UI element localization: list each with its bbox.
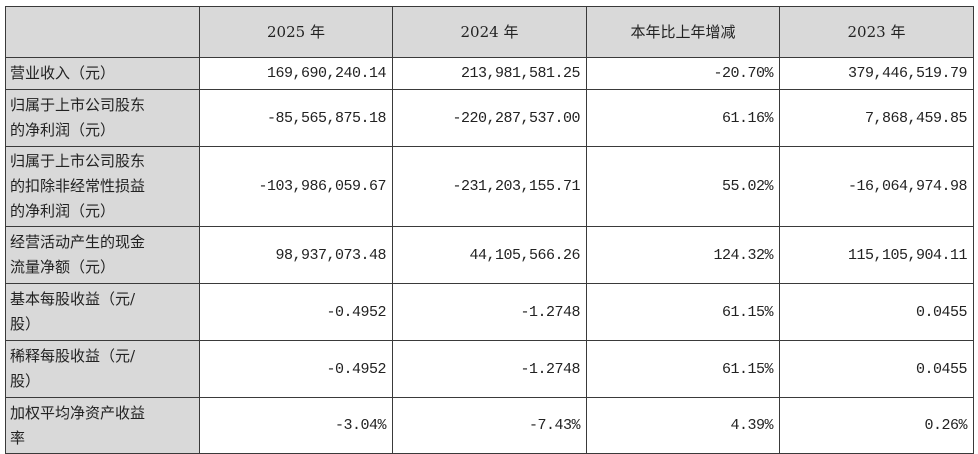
- row-label: 归属于上市公司股东 的扣除非经常性损益 的净利润（元）: [5, 146, 200, 227]
- header-2024: 2024 年: [392, 6, 587, 58]
- financial-summary-table: 2025 年 2024 年 本年比上年增减 2023 年 营业收入（元） 169,…: [5, 6, 974, 454]
- value-2023: 115,105,904.11: [779, 226, 974, 284]
- value-2023: 0.0455: [779, 283, 974, 341]
- table-row: 经营活动产生的现金 流量净额（元） 98,937,073.48 44,105,566…: [5, 226, 974, 284]
- value-2025: -3.04%: [199, 397, 393, 454]
- value-2024: -231,203,155.71: [392, 146, 587, 227]
- table-row: 归属于上市公司股东 的净利润（元） -85,565,875.18 -220,287,…: [5, 89, 974, 147]
- row-label: 基本每股收益（元/ 股）: [5, 283, 200, 341]
- value-yoy-change: 55.02%: [586, 146, 780, 227]
- value-2023: 7,868,459.85: [779, 89, 974, 147]
- table-row: 基本每股收益（元/ 股） -0.4952 -1.2748 61.15% 0.0455: [5, 283, 974, 341]
- table-row: 营业收入（元） 169,690,240.14 213,981,581.25 -20.7…: [5, 57, 974, 90]
- value-2024: -1.2748: [392, 340, 587, 398]
- value-2023: 379,446,519.79: [779, 57, 974, 90]
- value-2025: -0.4952: [199, 283, 393, 341]
- table-row: 归属于上市公司股东 的扣除非经常性损益 的净利润（元） -103,986,059.…: [5, 146, 974, 227]
- header-2025: 2025 年: [199, 6, 393, 58]
- value-yoy-change: 124.32%: [586, 226, 780, 284]
- header-2023: 2023 年: [779, 6, 974, 58]
- value-yoy-change: 61.15%: [586, 283, 780, 341]
- value-2024: -1.2748: [392, 283, 587, 341]
- value-2023: 0.26%: [779, 397, 974, 454]
- table-row: 稀释每股收益（元/ 股） -0.4952 -1.2748 61.15% 0.0455: [5, 340, 974, 398]
- header-corner: [5, 6, 200, 58]
- value-2025: 169,690,240.14: [199, 57, 393, 90]
- value-2024: -220,287,537.00: [392, 89, 587, 147]
- row-label: 归属于上市公司股东 的净利润（元）: [5, 89, 200, 147]
- row-label: 稀释每股收益（元/ 股）: [5, 340, 200, 398]
- value-2024: 44,105,566.26: [392, 226, 587, 284]
- value-2024: 213,981,581.25: [392, 57, 587, 90]
- row-label: 经营活动产生的现金 流量净额（元）: [5, 226, 200, 284]
- header-yoy-change: 本年比上年增减: [586, 6, 780, 58]
- value-2025: -103,986,059.67: [199, 146, 393, 227]
- value-yoy-change: 4.39%: [586, 397, 780, 454]
- value-2023: 0.0455: [779, 340, 974, 398]
- value-2024: -7.43%: [392, 397, 587, 454]
- value-2023: -16,064,974.98: [779, 146, 974, 227]
- value-yoy-change: -20.70%: [586, 57, 780, 90]
- value-2025: 98,937,073.48: [199, 226, 393, 284]
- row-label: 营业收入（元）: [5, 57, 200, 90]
- row-label: 加权平均净资产收益 率: [5, 397, 200, 454]
- value-2025: -85,565,875.18: [199, 89, 393, 147]
- value-yoy-change: 61.15%: [586, 340, 780, 398]
- table-row: 加权平均净资产收益 率 -3.04% -7.43% 4.39% 0.26%: [5, 397, 974, 454]
- value-yoy-change: 61.16%: [586, 89, 780, 147]
- value-2025: -0.4952: [199, 340, 393, 398]
- header-row: 2025 年 2024 年 本年比上年增减 2023 年: [5, 6, 974, 58]
